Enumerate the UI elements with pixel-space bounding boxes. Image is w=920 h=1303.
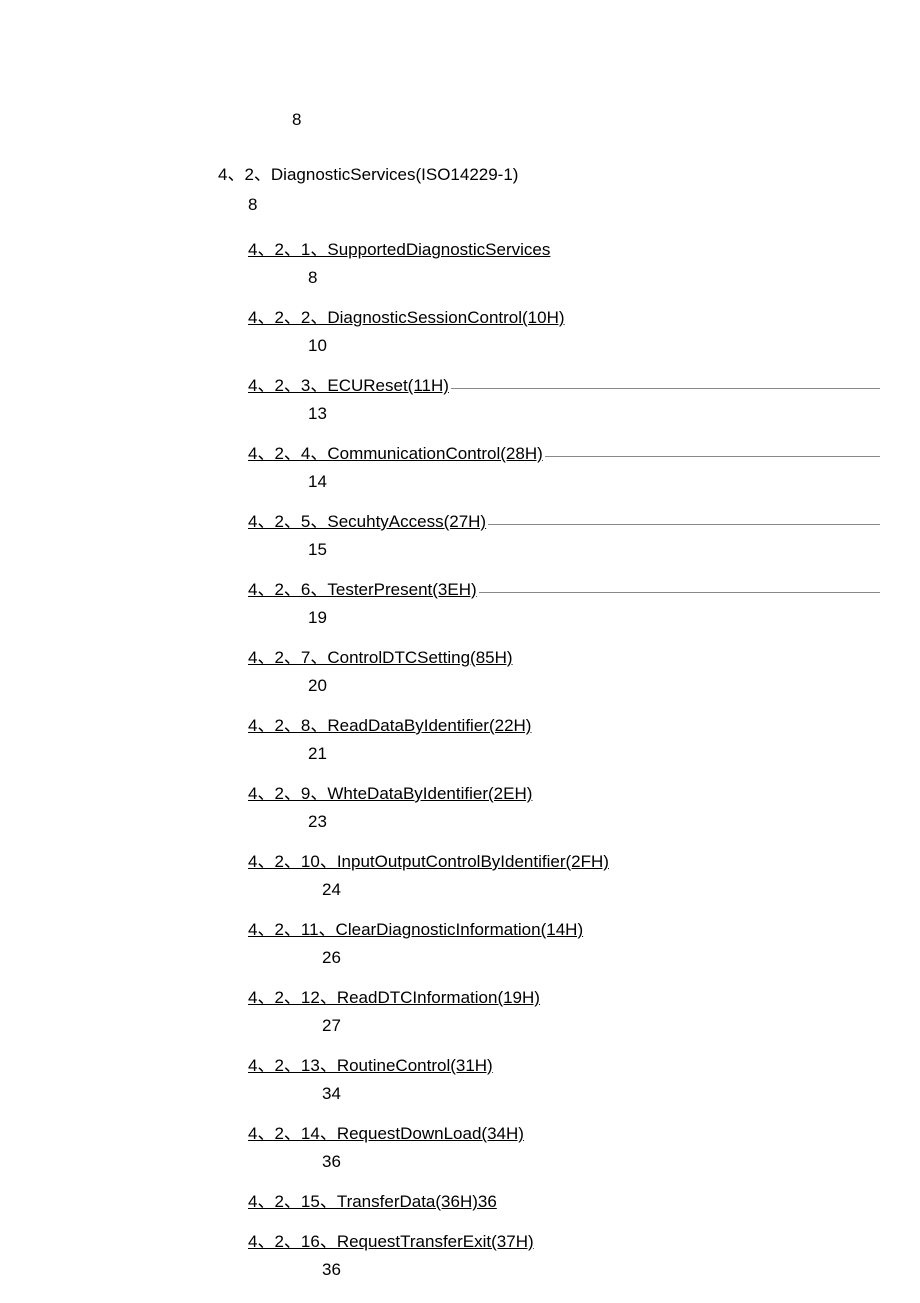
top-page-number: 8 (292, 110, 880, 130)
toc-label[interactable]: 4、2、13、RoutineControl(31H) (248, 1051, 493, 1076)
toc-entry: 4、2、4、CommunicationControl(28H) 14 (248, 439, 880, 492)
toc-page-number: 36 (322, 1152, 880, 1172)
toc-label[interactable]: 4、2、15、TransferData(36H)36 (248, 1187, 497, 1212)
section-page-number: 8 (248, 195, 880, 215)
toc-label[interactable]: 4、2、12、ReadDTCInformation(19H) (248, 983, 540, 1008)
toc-page-number: 24 (322, 880, 880, 900)
toc-line: 4、2、4、CommunicationControl(28H) (248, 439, 880, 464)
toc-entry: 4、2、7、ControlDTCSetting(85H) 20 (248, 643, 880, 696)
toc-entry: 4、2、6、TesterPresent(3EH) 19 (248, 575, 880, 628)
toc-entry: 4、2、5、SecuhtyAccess(27H) 15 (248, 507, 880, 560)
toc-page-number: 34 (322, 1084, 880, 1104)
toc-label[interactable]: 4、2、10、InputOutputControlByIdentifier(2F… (248, 847, 609, 872)
toc-filler-line (488, 524, 880, 525)
toc-page-number: 21 (308, 744, 880, 764)
toc-entry: 4、2、12、ReadDTCInformation(19H) 27 (248, 983, 880, 1036)
toc-label[interactable]: 4、2、16、RequestTransferExit(37H) (248, 1227, 534, 1252)
toc-line: 4、2、7、ControlDTCSetting(85H) (248, 643, 880, 668)
toc-page-number: 36 (322, 1260, 880, 1280)
toc-line: 4、2、15、TransferData(36H)36 (248, 1187, 880, 1212)
toc-entry: 4、2、10、InputOutputControlByIdentifier(2F… (248, 847, 880, 900)
section-heading: 4、2、DiagnosticServices(ISO14229-1) (218, 160, 880, 185)
toc-line: 4、2、2、DiagnosticSessionControl(10H) (248, 303, 880, 328)
toc-label[interactable]: 4、2、7、ControlDTCSetting(85H) (248, 643, 513, 668)
toc-label[interactable]: 4、2、4、CommunicationControl(28H) (248, 439, 543, 464)
toc-filler-line (545, 456, 880, 457)
toc-filler-line (479, 592, 880, 593)
toc-label[interactable]: 4、2、6、TesterPresent(3EH) (248, 575, 477, 600)
toc-line: 4、2、9、WhteDataByIdentifier(2EH) (248, 779, 880, 804)
toc-page-number: 19 (308, 608, 880, 628)
toc-entry: 4、2、13、RoutineControl(31H) 34 (248, 1051, 880, 1104)
toc-line: 4、2、16、RequestTransferExit(37H) (248, 1227, 880, 1252)
toc-line: 4、2、12、ReadDTCInformation(19H) (248, 983, 880, 1008)
toc-entry: 4、2、11、ClearDiagnosticInformation(14H) 26 (248, 915, 880, 968)
toc-page: 8 4、2、DiagnosticServices(ISO14229-1) 8 4… (0, 0, 920, 1280)
toc-page-number: 26 (322, 948, 880, 968)
toc-page-number: 8 (308, 268, 880, 288)
toc-line: 4、2、6、TesterPresent(3EH) (248, 575, 880, 600)
toc-page-number: 27 (322, 1016, 880, 1036)
toc-label[interactable]: 4、2、8、ReadDataByIdentifier(22H) (248, 711, 531, 736)
toc-line: 4、2、3、ECUReset(11H) (248, 371, 880, 396)
toc-entry: 4、2、3、ECUReset(11H) 13 (248, 371, 880, 424)
toc-entry: 4、2、14、RequestDownLoad(34H) 36 (248, 1119, 880, 1172)
toc-label[interactable]: 4、2、2、DiagnosticSessionControl(10H) (248, 303, 565, 328)
toc-page-number: 15 (308, 540, 880, 560)
toc-label[interactable]: 4、2、3、ECUReset(11H) (248, 371, 449, 396)
toc-entries-container: 4、2、1、SupportedDiagnosticServices 8 4、2、2、… (218, 235, 880, 1280)
toc-page-number: 14 (308, 472, 880, 492)
toc-page-number: 10 (308, 336, 880, 356)
toc-entry: 4、2、9、WhteDataByIdentifier(2EH) 23 (248, 779, 880, 832)
toc-entry: 4、2、2、DiagnosticSessionControl(10H) 10 (248, 303, 880, 356)
toc-line: 4、2、14、RequestDownLoad(34H) (248, 1119, 880, 1144)
toc-entry: 4、2、15、TransferData(36H)36 (248, 1187, 880, 1212)
toc-line: 4、2、13、RoutineControl(31H) (248, 1051, 880, 1076)
toc-label[interactable]: 4、2、5、SecuhtyAccess(27H) (248, 507, 486, 532)
toc-entry: 4、2、1、SupportedDiagnosticServices 8 (248, 235, 880, 288)
toc-page-number: 13 (308, 404, 880, 424)
toc-line: 4、2、5、SecuhtyAccess(27H) (248, 507, 880, 532)
toc-page-number: 20 (308, 676, 880, 696)
toc-line: 4、2、11、ClearDiagnosticInformation(14H) (248, 915, 880, 940)
toc-line: 4、2、1、SupportedDiagnosticServices (248, 235, 880, 260)
toc-line: 4、2、10、InputOutputControlByIdentifier(2F… (248, 847, 880, 872)
toc-entry: 4、2、16、RequestTransferExit(37H) 36 (248, 1227, 880, 1280)
toc-label[interactable]: 4、2、1、SupportedDiagnosticServices (248, 235, 550, 260)
toc-page-number: 23 (308, 812, 880, 832)
toc-label[interactable]: 4、2、11、ClearDiagnosticInformation(14H) (248, 915, 583, 940)
toc-label[interactable]: 4、2、14、RequestDownLoad(34H) (248, 1119, 524, 1144)
toc-entry: 4、2、8、ReadDataByIdentifier(22H) 21 (248, 711, 880, 764)
toc-label[interactable]: 4、2、9、WhteDataByIdentifier(2EH) (248, 779, 532, 804)
toc-line: 4、2、8、ReadDataByIdentifier(22H) (248, 711, 880, 736)
toc-filler-line (451, 388, 880, 389)
